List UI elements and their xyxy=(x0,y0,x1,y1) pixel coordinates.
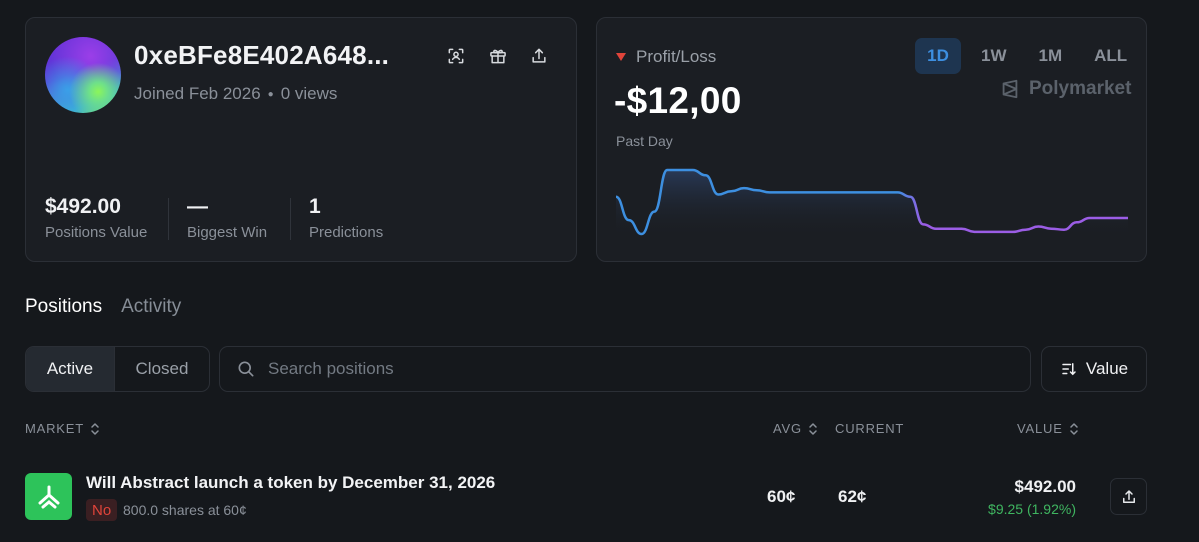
avatar[interactable] xyxy=(45,37,121,113)
stat-label: Positions Value xyxy=(45,224,148,241)
abstract-logo-icon xyxy=(38,485,59,508)
separator-dot: ● xyxy=(267,89,274,100)
pnl-title: Profit/Loss xyxy=(616,47,716,67)
range-tabs: 1D 1W 1M ALL xyxy=(915,38,1147,74)
column-header-market[interactable]: MARKET xyxy=(25,421,100,436)
chart-area xyxy=(616,170,1128,238)
profile-meta: Joined Feb 2026 ● 0 views xyxy=(134,84,337,104)
brand-name: Polymarket xyxy=(1029,78,1132,99)
sort-chevrons-icon xyxy=(91,422,99,435)
column-header-current: CURRENT xyxy=(835,421,904,436)
stat-divider xyxy=(290,198,291,240)
position-change: $9.25 (1.92%) xyxy=(988,501,1076,517)
chart-line-series xyxy=(616,168,1128,236)
share-profile-button[interactable] xyxy=(527,44,551,68)
brand-watermark: Polymarket xyxy=(999,78,1131,100)
column-header-label: AVG xyxy=(773,421,802,436)
wallet-address: 0xeBFe8E402A648... xyxy=(134,40,390,70)
sort-chevrons-icon xyxy=(809,422,817,435)
stat-value: $492.00 xyxy=(45,195,121,218)
pnl-chart xyxy=(616,168,1128,238)
scan-icon xyxy=(448,48,464,64)
share-icon xyxy=(1122,489,1135,503)
joined-date: Joined Feb 2026 xyxy=(134,84,261,103)
tab-activity[interactable]: Activity xyxy=(121,296,182,317)
scan-button[interactable] xyxy=(444,44,468,68)
gift-button[interactable] xyxy=(486,44,510,68)
range-tab-1w[interactable]: 1W xyxy=(981,46,1007,65)
profit-loss-card: Profit/Loss -$12,00 Past Day 1D 1W 1M AL… xyxy=(596,17,1147,262)
search-box xyxy=(219,346,1031,392)
gift-icon xyxy=(490,49,506,64)
share-position-button[interactable] xyxy=(1110,478,1147,515)
sort-chevrons-icon xyxy=(1069,422,1078,435)
profile-card: 0xeBFe8E402A648... Joined Feb 2026 ● 0 vie… xyxy=(25,17,577,262)
range-tab-1d[interactable]: 1D xyxy=(915,38,961,74)
down-triangle-icon xyxy=(616,53,626,61)
stat-label: Predictions xyxy=(309,224,384,241)
market-title[interactable]: Will Abstract launch a token by December… xyxy=(86,473,496,492)
outcome-badge: No xyxy=(86,499,118,521)
view-count: 0 views xyxy=(280,84,338,103)
avg-price: 60¢ xyxy=(767,487,796,506)
filter-closed-button[interactable]: Closed xyxy=(135,359,189,378)
sort-button[interactable]: Value xyxy=(1041,346,1147,392)
polymarket-logo-icon xyxy=(1002,79,1018,99)
pnl-title-text: Profit/Loss xyxy=(636,47,717,66)
range-tab-1m[interactable]: 1M xyxy=(1038,46,1063,65)
column-header-label: CURRENT xyxy=(835,421,905,436)
pnl-value: -$12,00 xyxy=(614,80,742,121)
filter-active-button[interactable]: Active xyxy=(26,347,115,391)
search-icon xyxy=(238,361,254,377)
column-header-value[interactable]: VALUE xyxy=(1017,421,1079,436)
shares-info: 800.0 shares at 60¢ xyxy=(123,502,247,518)
position-value: $492.00 xyxy=(1014,477,1076,496)
column-header-label: VALUE xyxy=(1017,421,1063,436)
section-tabs: Positions Activity xyxy=(25,296,200,318)
stat-predictions: 1 Predictions xyxy=(309,196,383,241)
column-header-label: MARKET xyxy=(25,421,84,436)
current-price: 62¢ xyxy=(838,487,867,506)
search-input[interactable] xyxy=(268,359,968,379)
sort-icon xyxy=(1062,363,1076,376)
stat-positions-value: $492.00 Positions Value xyxy=(45,196,147,241)
market-image[interactable] xyxy=(25,473,72,520)
sort-label: Value xyxy=(1085,359,1129,378)
tab-positions[interactable]: Positions xyxy=(25,296,103,317)
stat-label: Biggest Win xyxy=(187,224,268,241)
column-header-avg[interactable]: AVG xyxy=(773,421,818,436)
range-tab-all[interactable]: ALL xyxy=(1094,46,1128,65)
stat-value: 1 xyxy=(309,195,321,218)
stat-value: — xyxy=(187,195,208,218)
stat-biggest-win: — Biggest Win xyxy=(187,196,267,241)
pnl-period: Past Day xyxy=(616,133,673,149)
position-status-toggle: Active Closed xyxy=(25,346,210,392)
share-icon xyxy=(532,48,546,63)
stat-divider xyxy=(168,198,169,240)
